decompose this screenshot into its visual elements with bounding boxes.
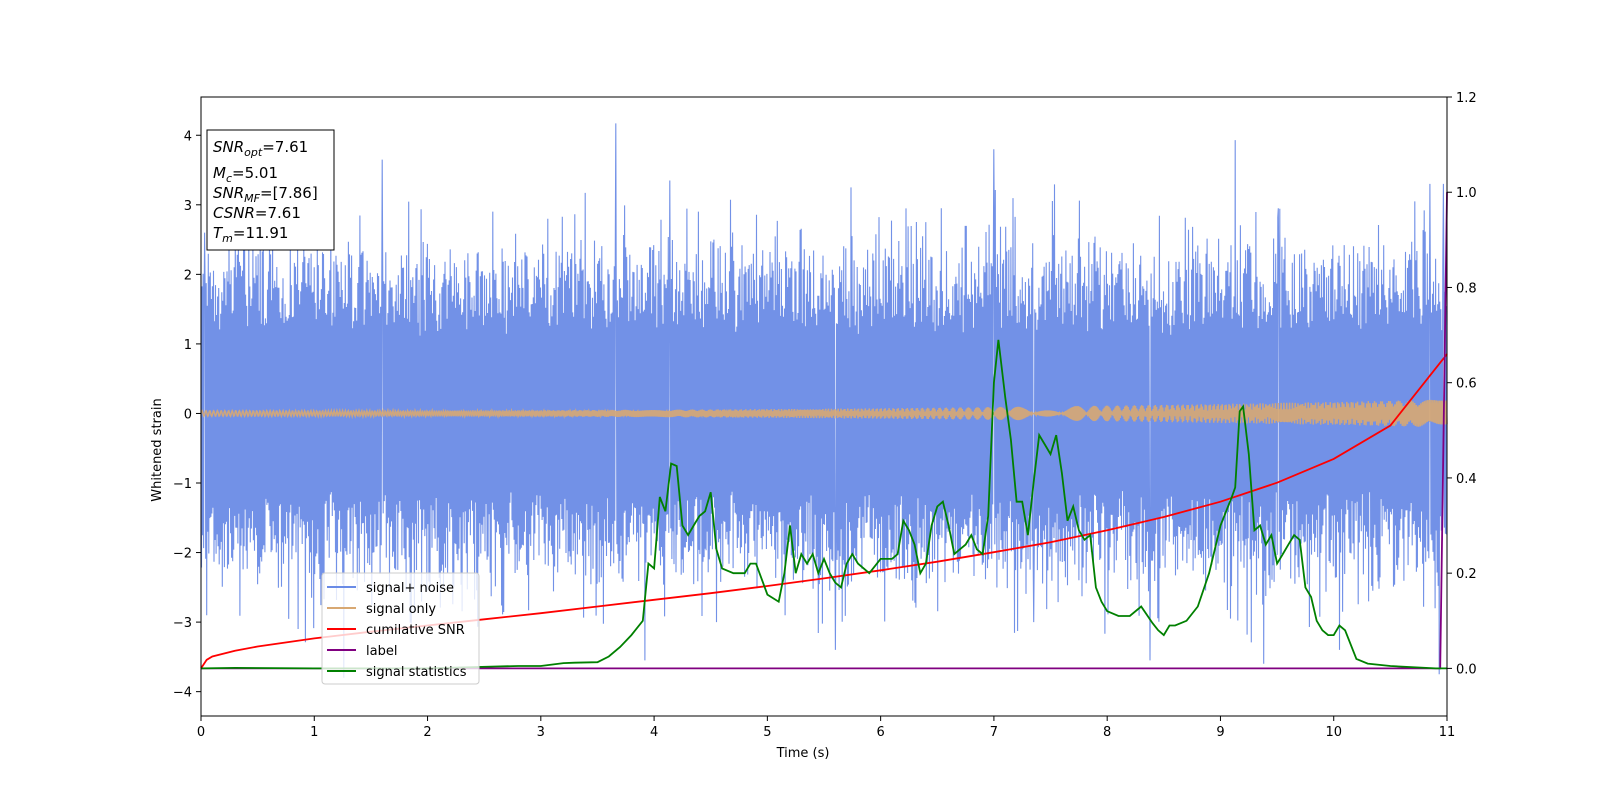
data-layer — [200, 123, 1448, 678]
info-snr-opt: SNRopt=7.61 — [213, 138, 308, 159]
x-tick-label: 10 — [1325, 725, 1342, 740]
y-tick-label: 4 — [184, 129, 192, 144]
y2-tick-label: 1.2 — [1456, 91, 1477, 106]
x-tick-label: 3 — [537, 725, 545, 740]
y-tick-label: −2 — [173, 547, 192, 562]
x-tick-label: 11 — [1439, 725, 1456, 740]
info-box-frame — [206, 129, 335, 251]
plot-frame — [200, 96, 1448, 717]
legend-label: label — [366, 644, 397, 659]
y-tick-label: 3 — [184, 199, 192, 214]
y2-tick-label: 0.6 — [1456, 377, 1477, 392]
legend: signal+ noise signal only cumilative SNR la… — [321, 572, 480, 685]
y-axis-label: Whitened strain — [150, 398, 165, 501]
x-tick-label: 2 — [423, 725, 431, 740]
y2-tick-label: 0.4 — [1456, 472, 1477, 487]
x-tick-label: 0 — [197, 725, 205, 740]
legend-label: signal only — [366, 602, 436, 617]
x-tick-label: 1 — [310, 725, 318, 740]
x-tick-label: 6 — [876, 725, 884, 740]
legend-label: cumilative SNR — [366, 623, 465, 638]
legend-label: signal+ noise — [366, 581, 454, 596]
series-cumulative-snr-line — [200, 353, 1448, 669]
x-tick-label: 8 — [1103, 725, 1111, 740]
info-tm: Tm=11.91 — [213, 224, 288, 245]
info-mc: Mc=5.01 — [213, 164, 278, 185]
y-tick-label: 2 — [184, 268, 192, 283]
axes-layer: 0 1 2 3 4 5 6 7 8 9 10 11 −4 −3 −2 −1 0 1 2 3 4 0.0 0.2 0.4 0.6 0… — [173, 91, 1477, 740]
x-tick-label: 9 — [1216, 725, 1224, 740]
x-axis-label: Time (s) — [776, 746, 830, 761]
y-tick-label: 1 — [184, 338, 192, 353]
x-tick-label: 5 — [763, 725, 771, 740]
series-signal-statistics-line — [200, 339, 1447, 670]
y2-tick-label: 0.8 — [1456, 281, 1477, 296]
info-csnr: CSNR=7.61 — [213, 204, 301, 222]
info-box: SNRopt=7.61 Mc=5.01 SNRMF=[7.86] CSNR=7.… — [206, 129, 335, 251]
y-tick-label: −3 — [173, 616, 192, 631]
info-snr-mf: SNRMF=[7.86] — [213, 184, 318, 205]
x-tick-label: 4 — [650, 725, 658, 740]
y-tick-label: −4 — [173, 686, 192, 701]
legend-label: signal statistics — [366, 665, 467, 680]
y2-tick-label: 0.2 — [1456, 567, 1477, 582]
y2-tick-label: 1.0 — [1456, 186, 1477, 201]
y2-tick-label: 0.0 — [1456, 662, 1477, 677]
y-tick-label: 0 — [184, 407, 192, 422]
y-tick-label: −1 — [173, 477, 192, 492]
x-tick-label: 7 — [990, 725, 998, 740]
series-signal-noise-line — [200, 123, 1448, 678]
legend-frame — [321, 572, 480, 685]
